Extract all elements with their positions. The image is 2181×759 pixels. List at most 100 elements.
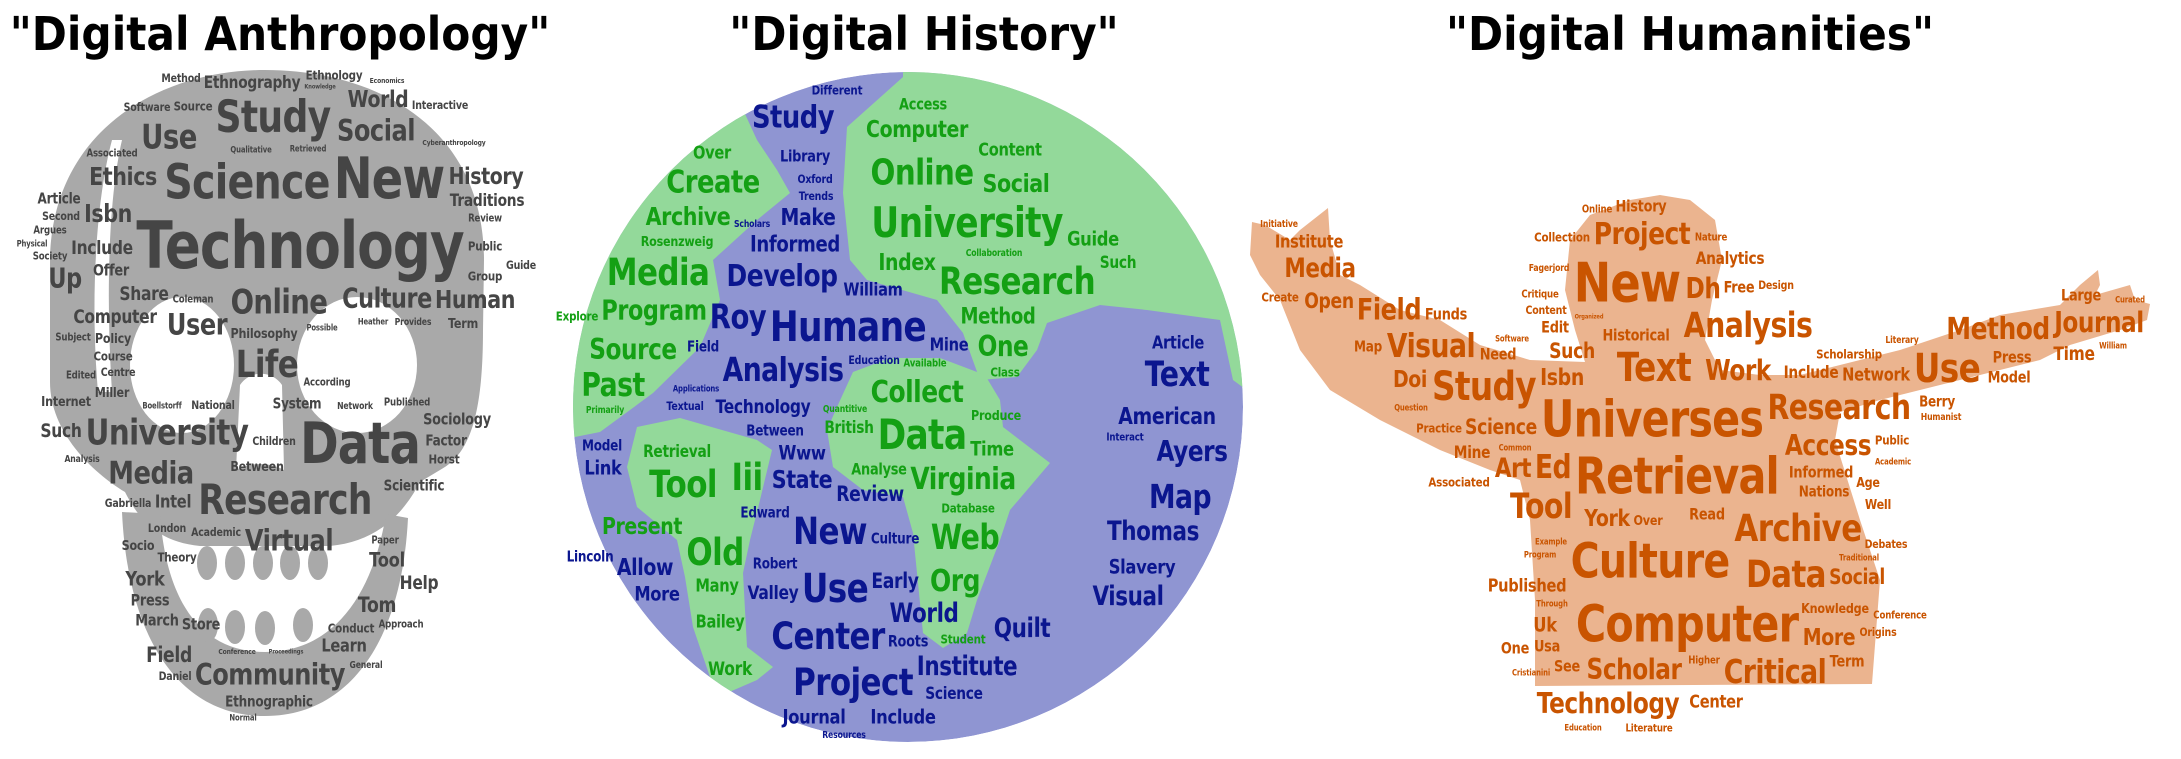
- cloud-word: Edward: [740, 504, 790, 522]
- cloud-word: Published: [383, 396, 431, 409]
- cloud-word: Isbn: [84, 198, 132, 228]
- cloud-word: Proceedings: [268, 648, 304, 656]
- cloud-word: Library: [780, 146, 830, 166]
- cloud-word: Group: [467, 268, 503, 284]
- cloud-word: Science: [1465, 414, 1537, 439]
- cloud-word: Example: [1535, 536, 1567, 547]
- cloud-word: New: [793, 509, 867, 554]
- cloud-word: Analytics: [1695, 248, 1765, 269]
- cloud-word: Paper: [371, 534, 399, 547]
- cloud-word: Work: [1705, 354, 1771, 388]
- cloud-word: Course: [93, 348, 133, 364]
- cloud-word: Ethics: [89, 161, 157, 191]
- cloud-word: Associated: [1428, 474, 1490, 490]
- cloud-word: Field: [686, 338, 720, 356]
- cloud-word: Over: [693, 142, 731, 164]
- cloud-word: Humane: [769, 301, 927, 351]
- cloud-word: Early: [871, 568, 919, 593]
- cloud-word: Science: [925, 683, 983, 704]
- cloud-word: Analysis: [722, 350, 844, 389]
- cloud-word: Community: [195, 657, 345, 692]
- cloud-word: Mine: [1453, 442, 1491, 463]
- cloud-word: Ayers: [1156, 435, 1228, 469]
- cloud-word: Quantitive: [822, 404, 868, 416]
- cloud-word: Old: [686, 530, 744, 575]
- cloud-word: Allow: [616, 554, 674, 581]
- cloud-word: Data: [877, 409, 967, 459]
- cloud-word: Include: [870, 704, 936, 729]
- cloud-word: Scholar: [1586, 653, 1682, 687]
- cloud-word: Store: [181, 614, 221, 634]
- cloud-word: Miller: [94, 384, 130, 401]
- cloud-word: Many: [695, 575, 739, 597]
- cloud-word: Humanist: [1920, 412, 1962, 424]
- cloud-word: Bailey: [695, 611, 745, 633]
- cloud-word: Large: [2060, 285, 2102, 305]
- cloud-word: Age: [1856, 474, 1880, 491]
- cloud-word: Scientific: [383, 477, 445, 495]
- cloud-word: Analysis: [1683, 305, 1813, 346]
- cloud-word: Dh: [1685, 272, 1721, 306]
- cloud-word: Possible: [306, 322, 338, 333]
- cloud-word: Online: [1581, 203, 1613, 216]
- cloud-word: Ethnographic: [225, 693, 313, 711]
- cloud-word: Journal: [2054, 306, 2144, 340]
- cloud-word: More: [1802, 624, 1856, 651]
- cloud-word: Gabriella: [104, 495, 152, 510]
- cloud-word: Project: [1593, 217, 1691, 253]
- cloud-word: Www: [778, 440, 826, 465]
- tooth: [197, 546, 217, 580]
- cloud-word: Source: [173, 98, 213, 114]
- tooth: [198, 608, 218, 642]
- cloud-word: Collect: [870, 375, 964, 411]
- cloud-word: Such: [1099, 252, 1137, 273]
- cloud-word: Critique: [1521, 288, 1559, 301]
- cloud-word: Heather: [357, 316, 389, 327]
- globe-land-south: [627, 418, 773, 693]
- cloud-word: Conduct: [327, 620, 375, 636]
- cloud-word: Usa: [1533, 636, 1561, 656]
- cloud-word: Read: [1689, 504, 1725, 524]
- cloud-word: Software: [1495, 333, 1529, 344]
- cloud-word: Term: [447, 315, 479, 332]
- cloud-word: Develop: [726, 259, 838, 295]
- cloud-word: Public: [1874, 432, 1910, 448]
- title-digital-history: "Digital History": [729, 7, 1119, 61]
- cloud-word: American: [1118, 403, 1216, 430]
- cloud-word: Cyberanthropology: [422, 138, 486, 148]
- cloud-word: Centre: [100, 364, 136, 379]
- cloud-word: Available: [903, 357, 947, 370]
- cloud-word: Tom: [357, 592, 397, 617]
- cloud-word: Content: [1525, 302, 1567, 317]
- cloud-word: Research: [1767, 387, 1911, 428]
- cloud-word: Question: [1394, 402, 1428, 413]
- skull-crack: [94, 140, 122, 392]
- cloud-word: Practice: [1416, 420, 1462, 436]
- cloud-word: Open: [1304, 288, 1354, 313]
- cloud-word: Share: [119, 283, 169, 306]
- cloud-word: Virginia: [910, 462, 1016, 498]
- cloud-word: System: [272, 395, 322, 413]
- cloud-word: Interactive: [411, 97, 469, 112]
- cloud-word: Society: [32, 250, 68, 263]
- cloud-word: Model: [582, 437, 622, 455]
- cloud-word: Create: [1261, 289, 1299, 305]
- cloud-word: Organized: [1574, 313, 1604, 321]
- cloud-word: Offer: [92, 260, 130, 280]
- title-digital-humanities: "Digital Humanities": [1445, 7, 1935, 61]
- cloud-word: Fagerjord: [1528, 263, 1570, 275]
- cloud-word: Technology: [136, 208, 464, 284]
- cloud-word: Journal: [782, 704, 846, 729]
- cloud-word: Knowledge: [304, 83, 336, 91]
- cloud-word: Learn: [321, 635, 367, 657]
- cloud-word: Provides: [394, 317, 432, 329]
- cloud-word: Nature: [1694, 231, 1728, 244]
- cloud-word: Critical: [1723, 652, 1827, 691]
- cloud-word: Isbn: [1540, 364, 1584, 391]
- cloud-word: New: [333, 146, 446, 213]
- cloud-word: Tool: [1509, 486, 1573, 527]
- cloud-word: Coleman: [172, 293, 214, 306]
- cloud-word: Internet: [41, 393, 91, 410]
